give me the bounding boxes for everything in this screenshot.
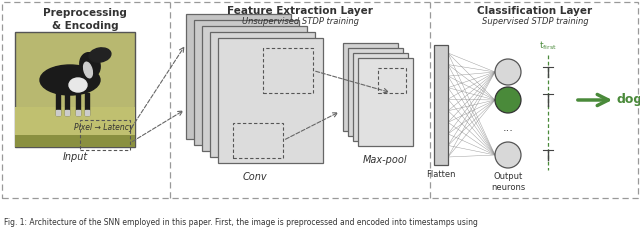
Text: Classification Layer: Classification Layer	[477, 6, 593, 16]
Bar	[85, 93, 89, 115]
Bar	[210, 32, 315, 157]
Text: $\mathrm{t_{first}}$: $\mathrm{t_{first}}$	[539, 39, 557, 52]
Bar	[353, 53, 408, 141]
Text: Conv: Conv	[242, 172, 267, 182]
Bar	[65, 93, 69, 115]
Bar	[56, 93, 60, 115]
Bar	[348, 48, 403, 136]
Ellipse shape	[89, 48, 111, 62]
Bar	[15, 135, 135, 147]
Circle shape	[495, 59, 521, 85]
Text: Max-pool: Max-pool	[363, 155, 408, 165]
Text: dog: dog	[617, 94, 640, 106]
Bar	[358, 58, 413, 146]
Circle shape	[495, 87, 521, 113]
Bar	[194, 20, 299, 145]
Bar	[186, 14, 291, 139]
Bar	[2, 2, 638, 198]
Text: Input: Input	[62, 152, 88, 162]
Ellipse shape	[80, 53, 100, 77]
Text: Output
neurons: Output neurons	[491, 172, 525, 192]
Bar	[263, 48, 313, 93]
Text: Flatten: Flatten	[426, 170, 456, 179]
Ellipse shape	[40, 65, 100, 95]
Bar	[218, 38, 323, 163]
Text: Unsupervised STDP training: Unsupervised STDP training	[241, 17, 358, 26]
Bar	[378, 68, 406, 93]
Bar	[15, 32, 135, 147]
Text: Feature Extraction Layer: Feature Extraction Layer	[227, 6, 373, 16]
Bar	[76, 93, 80, 115]
Bar	[65, 110, 69, 115]
Bar	[15, 107, 135, 147]
Circle shape	[495, 142, 521, 168]
Bar	[434, 45, 448, 165]
Bar	[85, 110, 89, 115]
Bar	[202, 26, 307, 151]
Bar	[76, 110, 80, 115]
Text: Supervised STDP training: Supervised STDP training	[482, 17, 588, 26]
Text: Fig. 1: Architecture of the SNN employed in this paper. First, the image is prep: Fig. 1: Architecture of the SNN employed…	[4, 218, 478, 227]
Text: Preprocessing
& Encoding: Preprocessing & Encoding	[43, 8, 127, 31]
Ellipse shape	[84, 62, 92, 78]
Bar	[80, 120, 130, 150]
Bar	[233, 123, 283, 158]
Text: Pixel → Latency: Pixel → Latency	[74, 123, 133, 132]
Bar	[56, 110, 60, 115]
Ellipse shape	[69, 78, 87, 92]
Text: ...: ...	[502, 123, 513, 133]
Bar	[343, 43, 398, 131]
